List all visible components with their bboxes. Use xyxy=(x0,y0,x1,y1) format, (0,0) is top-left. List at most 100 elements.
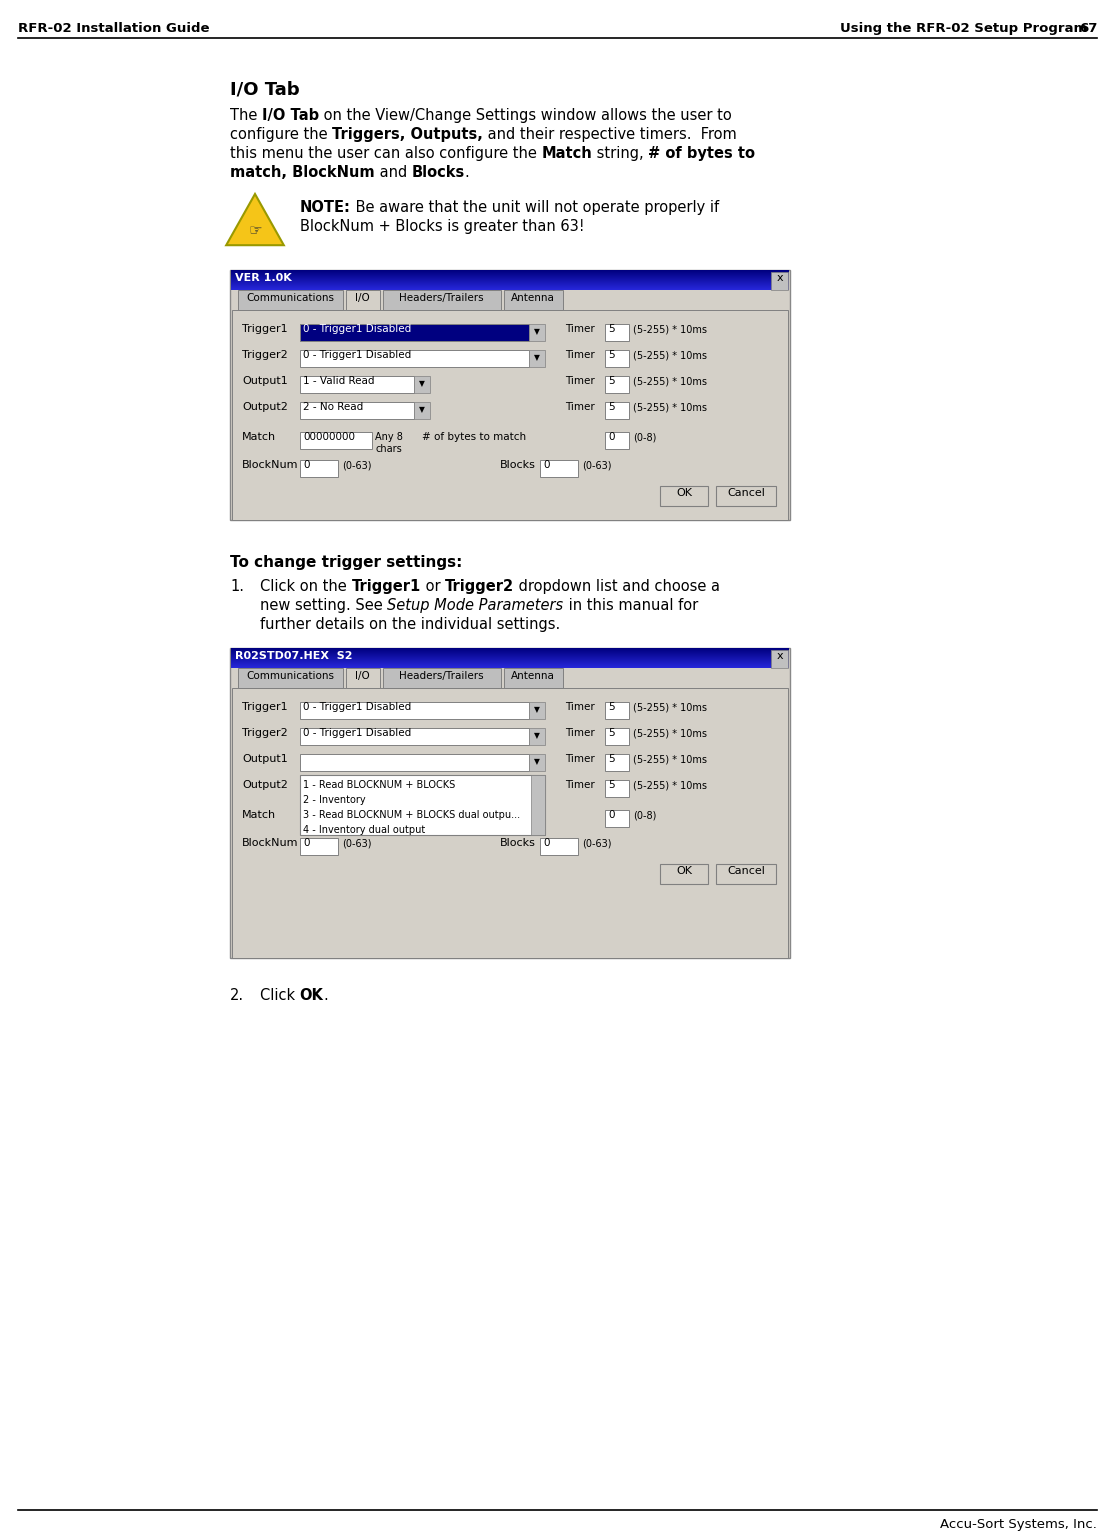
Bar xyxy=(529,702,545,719)
Text: new setting. See: new setting. See xyxy=(260,598,387,613)
Text: dropdown list and choose a: dropdown list and choose a xyxy=(514,579,720,593)
Text: this menu the user can also configure the: this menu the user can also configure th… xyxy=(230,146,542,161)
Bar xyxy=(414,780,430,797)
Bar xyxy=(529,754,545,771)
Text: ▼: ▼ xyxy=(534,731,540,740)
Text: x: x xyxy=(777,273,784,284)
Text: OK: OK xyxy=(300,987,323,1003)
Text: Using the RFR-02 Setup Program: Using the RFR-02 Setup Program xyxy=(840,21,1087,35)
Bar xyxy=(232,688,788,958)
Text: 0: 0 xyxy=(303,460,310,471)
Text: 5: 5 xyxy=(608,402,614,412)
Text: string,: string, xyxy=(592,146,649,161)
Text: Blocks: Blocks xyxy=(411,166,465,179)
Bar xyxy=(605,350,629,366)
Bar xyxy=(300,839,338,855)
Bar xyxy=(605,702,629,719)
Text: Any 8
chars: Any 8 chars xyxy=(375,432,403,454)
Text: (0-8): (0-8) xyxy=(633,809,657,820)
Text: 0 - Trigger1 Disabled: 0 - Trigger1 Disabled xyxy=(303,728,411,737)
Bar xyxy=(300,702,529,719)
Text: Trigger1: Trigger1 xyxy=(242,702,288,711)
Text: 0: 0 xyxy=(543,460,550,471)
Text: .: . xyxy=(323,987,329,1003)
Text: 1 - Valid Read: 1 - Valid Read xyxy=(303,376,375,386)
Text: R02STD07.HEX  S2: R02STD07.HEX S2 xyxy=(235,652,352,661)
Bar xyxy=(300,780,414,797)
Text: 0: 0 xyxy=(543,839,550,848)
Text: or: or xyxy=(420,579,445,593)
Text: 00000000: 00000000 xyxy=(303,809,355,820)
Text: ☞: ☞ xyxy=(249,224,262,239)
Text: 3 - Read BLOCKNUM + BLOCKS dual outpu...: 3 - Read BLOCKNUM + BLOCKS dual outpu... xyxy=(303,809,520,820)
Text: Output2: Output2 xyxy=(242,780,288,789)
Text: I/O Tab: I/O Tab xyxy=(262,107,319,123)
Bar xyxy=(414,376,430,392)
Text: (0-63): (0-63) xyxy=(342,460,371,471)
Text: RFR-02 Installation Guide: RFR-02 Installation Guide xyxy=(18,21,210,35)
Text: Communications: Communications xyxy=(246,293,334,304)
Text: I/O Tab: I/O Tab xyxy=(230,80,300,98)
Text: Triggers, Outputs,: Triggers, Outputs, xyxy=(332,127,483,143)
Text: 2 - Inventory: 2 - Inventory xyxy=(303,796,366,805)
Text: (5-255) * 10ms: (5-255) * 10ms xyxy=(633,350,707,360)
Bar xyxy=(529,728,545,745)
Bar xyxy=(237,290,343,310)
Text: Cancel: Cancel xyxy=(727,866,765,875)
Text: 5: 5 xyxy=(608,728,614,737)
Text: Be aware that the unit will not operate properly if: Be aware that the unit will not operate … xyxy=(351,199,719,215)
Text: (5-255) * 10ms: (5-255) * 10ms xyxy=(633,323,707,334)
Text: The: The xyxy=(230,107,262,123)
Text: To change trigger settings:: To change trigger settings: xyxy=(230,555,463,570)
Bar xyxy=(716,865,776,885)
Text: 0: 0 xyxy=(608,809,614,820)
Text: Trigger2: Trigger2 xyxy=(242,350,288,360)
Text: 67: 67 xyxy=(1078,21,1097,35)
Text: (5-255) * 10ms: (5-255) * 10ms xyxy=(633,728,707,737)
Text: 2.: 2. xyxy=(230,987,244,1003)
Text: Trigger1: Trigger1 xyxy=(242,323,288,334)
Text: OK: OK xyxy=(676,866,692,875)
Bar xyxy=(237,668,343,688)
Text: on the View/Change Settings window allows the user to: on the View/Change Settings window allow… xyxy=(319,107,731,123)
Text: Setup Mode Parameters: Setup Mode Parameters xyxy=(387,598,563,613)
Bar xyxy=(300,376,414,392)
Bar xyxy=(300,776,545,835)
Bar xyxy=(605,376,629,392)
Text: 5: 5 xyxy=(608,323,614,334)
Text: (5-255) * 10ms: (5-255) * 10ms xyxy=(633,402,707,412)
Text: Timer: Timer xyxy=(565,702,594,711)
Text: NOTE:: NOTE: xyxy=(300,199,351,215)
Text: 2 - No Read: 2 - No Read xyxy=(303,780,363,789)
Bar xyxy=(232,310,788,520)
Bar xyxy=(605,323,629,340)
Bar xyxy=(382,668,501,688)
Text: configure the: configure the xyxy=(230,127,332,143)
Bar xyxy=(300,809,372,826)
Text: 1.: 1. xyxy=(230,579,244,593)
Text: I/O: I/O xyxy=(356,293,370,304)
Bar xyxy=(660,486,708,506)
Text: Accu-Sort Systems, Inc.: Accu-Sort Systems, Inc. xyxy=(940,1518,1097,1531)
Text: ▼: ▼ xyxy=(534,705,540,714)
Text: BlockNum: BlockNum xyxy=(242,839,299,848)
Bar xyxy=(770,650,788,668)
Text: 1 - Read BLOCKNUM + BLOCKS: 1 - Read BLOCKNUM + BLOCKS xyxy=(303,780,455,789)
Text: Trigger1: Trigger1 xyxy=(351,579,420,593)
Text: Timer: Timer xyxy=(565,376,594,386)
Text: in this manual for: in this manual for xyxy=(563,598,698,613)
Text: .: . xyxy=(465,166,469,179)
Text: Output1: Output1 xyxy=(242,754,288,763)
Text: 00000000: 00000000 xyxy=(303,432,355,442)
Bar xyxy=(382,290,501,310)
Text: ▼: ▼ xyxy=(419,783,425,793)
Text: (5-255) * 10ms: (5-255) * 10ms xyxy=(633,702,707,711)
Text: 5: 5 xyxy=(608,376,614,386)
Bar xyxy=(300,728,529,745)
Text: (0-63): (0-63) xyxy=(342,839,371,848)
Text: Match: Match xyxy=(242,432,277,442)
Text: Trigger2: Trigger2 xyxy=(242,728,288,737)
Text: Antenna: Antenna xyxy=(512,293,555,304)
Bar xyxy=(346,668,379,688)
Text: (0-63): (0-63) xyxy=(582,839,611,848)
